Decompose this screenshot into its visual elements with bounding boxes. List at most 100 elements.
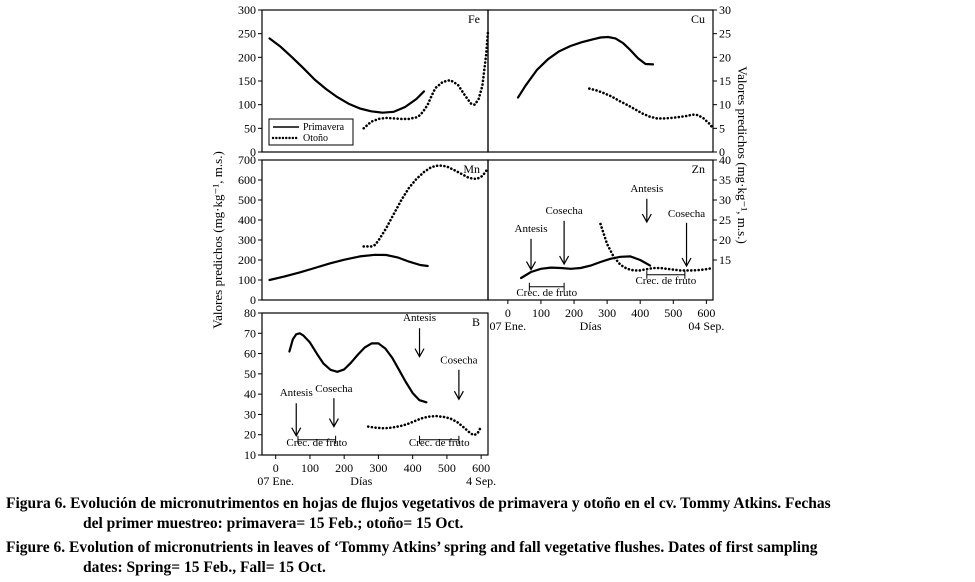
panel-cu: Cu 0 5 10 15 20 25 30 xyxy=(487,3,731,159)
panel-mn: Mn 0 100 200 300 400 500 600 700 xyxy=(238,153,490,307)
y-tick-label-mn: 400 xyxy=(238,213,256,227)
annotation-fruit-growth: Crec. de fruto xyxy=(409,437,470,449)
annotation-cosecha: Cosecha xyxy=(440,355,477,367)
annotation-cosecha: Cosecha xyxy=(545,205,582,217)
panel-frame-zn xyxy=(487,159,714,301)
x-axis-label-zn: Días xyxy=(580,319,602,333)
y-tick-label-fe: 150 xyxy=(238,74,256,88)
y-tick-label-zn: 30 xyxy=(719,193,731,207)
caption-en-line2: dates: Spring= 15 Feb., Fall= 15 Oct. xyxy=(83,559,326,576)
annotation-antesis: Antesis xyxy=(403,312,436,324)
y-tick-label-mn: 600 xyxy=(238,173,256,187)
x-tick-label-zn: 400 xyxy=(631,306,649,320)
series-fe-otono xyxy=(362,30,490,130)
y-tick-label-b: 10 xyxy=(244,448,256,462)
x-tick-label-b: 300 xyxy=(369,461,387,475)
annotation-arrow-head xyxy=(559,255,570,266)
annotation-arrow-head xyxy=(328,418,339,428)
legend-label-otono: Otoño xyxy=(303,133,328,144)
annotation-fruit-growth: Crec. de fruto xyxy=(286,437,347,449)
y-tick-label-fe: 200 xyxy=(238,50,256,64)
x-tick-label-b: 600 xyxy=(472,461,490,475)
series-b-otono xyxy=(366,414,483,437)
x-tick-label-b: 100 xyxy=(301,461,319,475)
fruit-growth-bracket xyxy=(419,435,460,444)
x-tick-label-zn: 100 xyxy=(532,306,550,320)
annotation-cosecha: Cosecha xyxy=(315,383,352,395)
annotation-arrow-head xyxy=(681,257,692,268)
series-mn-primavera xyxy=(268,253,429,282)
panel-frame-mn xyxy=(261,159,489,301)
x-tick-label-b: 400 xyxy=(404,461,422,475)
y-tick-label-fe: 250 xyxy=(238,27,256,41)
figure-6-chart: Fe050100150200250300PrimaveraOtoñoCu0510… xyxy=(210,3,750,488)
y-tick-label-mn: 0 xyxy=(250,293,256,307)
legend-box xyxy=(268,118,354,146)
annotation-fruit-growth: Crec. de fruto xyxy=(635,275,696,287)
y-tick-label-cu: 20 xyxy=(719,50,731,64)
x-tick-label-zn: 500 xyxy=(664,306,682,320)
y-tick-label-b: 80 xyxy=(244,306,256,320)
caption-english: Figure 6. Evolution of micronutrients in… xyxy=(6,538,971,578)
left-axis-title: Valores predichos (mg·kg⁻¹, m.s.) xyxy=(210,151,225,329)
panel-b: B 10 20 30 40 50 60 70 80 0 100 200 300 400 500 600 07 E… xyxy=(244,306,496,488)
y-tick-label-b: 40 xyxy=(244,387,256,401)
series-b-primavera xyxy=(288,332,428,404)
x-start-label-zn: 07 Ene. xyxy=(490,319,527,333)
y-tick-label-zn: 35 xyxy=(719,173,731,187)
y-tick-label-mn: 200 xyxy=(238,253,256,267)
y-tick-label-cu: 30 xyxy=(719,3,731,17)
annotation-antesis: Antesis xyxy=(280,387,313,399)
caption-en-line1: Figure 6. Evolution of micronutrients in… xyxy=(6,539,818,556)
y-tick-label-fe: 300 xyxy=(238,3,256,17)
y-tick-label-cu: 10 xyxy=(719,98,731,112)
panel-label-zn: Zn xyxy=(692,162,705,176)
y-tick-label-cu: 0 xyxy=(719,145,725,159)
annotation-arrow-head xyxy=(291,427,302,437)
caption-es-line2: del primer muestreo: primavera= 15 Feb.;… xyxy=(83,515,464,532)
y-tick-label-mn: 100 xyxy=(238,273,256,287)
annotation-cosecha: Cosecha xyxy=(668,208,705,220)
panel-label-cu: Cu xyxy=(691,12,705,26)
x-tick-label-zn: 200 xyxy=(565,306,583,320)
y-tick-label-cu: 15 xyxy=(719,74,731,88)
annotation-arrow-head xyxy=(525,261,537,271)
x-tick-label-b: 0 xyxy=(273,461,279,475)
caption-es-line1: Figura 6. Evolución de micronutrimentos … xyxy=(6,495,831,512)
x-tick-label-zn: 0 xyxy=(505,306,511,320)
y-tick-label-mn: 500 xyxy=(238,193,256,207)
series-cu-otono xyxy=(588,87,715,130)
y-tick-label-mn: 700 xyxy=(238,153,256,167)
y-tick-label-b: 70 xyxy=(244,326,256,340)
annotation-fruit-growth: Crec. de fruto xyxy=(516,287,577,299)
series-zn-otono xyxy=(599,222,715,272)
y-tick-label-zn: 20 xyxy=(719,233,731,247)
y-tick-label-b: 30 xyxy=(244,407,256,421)
panel-frame-cu xyxy=(487,9,714,153)
y-tick-label-fe: 0 xyxy=(250,145,256,159)
annotation-arrow-head xyxy=(453,390,464,401)
x-tick-label-zn: 300 xyxy=(598,306,616,320)
y-tick-label-cu: 5 xyxy=(719,121,725,135)
y-tick-label-cu: 25 xyxy=(719,27,731,41)
y-tick-label-mn: 300 xyxy=(238,233,256,247)
annotation-arrow-head xyxy=(641,213,652,224)
annotation-antesis: Antesis xyxy=(515,223,548,235)
fruit-growth-bracket xyxy=(646,270,686,279)
x-axis-label-b: Días xyxy=(350,474,372,488)
annotation-arrow-head xyxy=(414,348,425,358)
panel-label-fe: Fe xyxy=(468,12,480,26)
y-tick-label-b: 60 xyxy=(244,347,256,361)
y-tick-label-fe: 100 xyxy=(238,98,256,112)
y-tick-label-zn: 15 xyxy=(719,253,731,267)
y-tick-label-b: 50 xyxy=(244,367,256,381)
series-zn-primavera xyxy=(520,255,652,280)
panel-label-b: B xyxy=(472,315,480,329)
right-axis-title: Valores predichos (mg·kg⁻¹, m.s.) xyxy=(735,66,750,244)
x-end-label-zn: 04 Sep. xyxy=(688,319,724,333)
fruit-growth-bracket xyxy=(528,282,565,291)
annotation-antesis: Antesis xyxy=(630,183,663,195)
